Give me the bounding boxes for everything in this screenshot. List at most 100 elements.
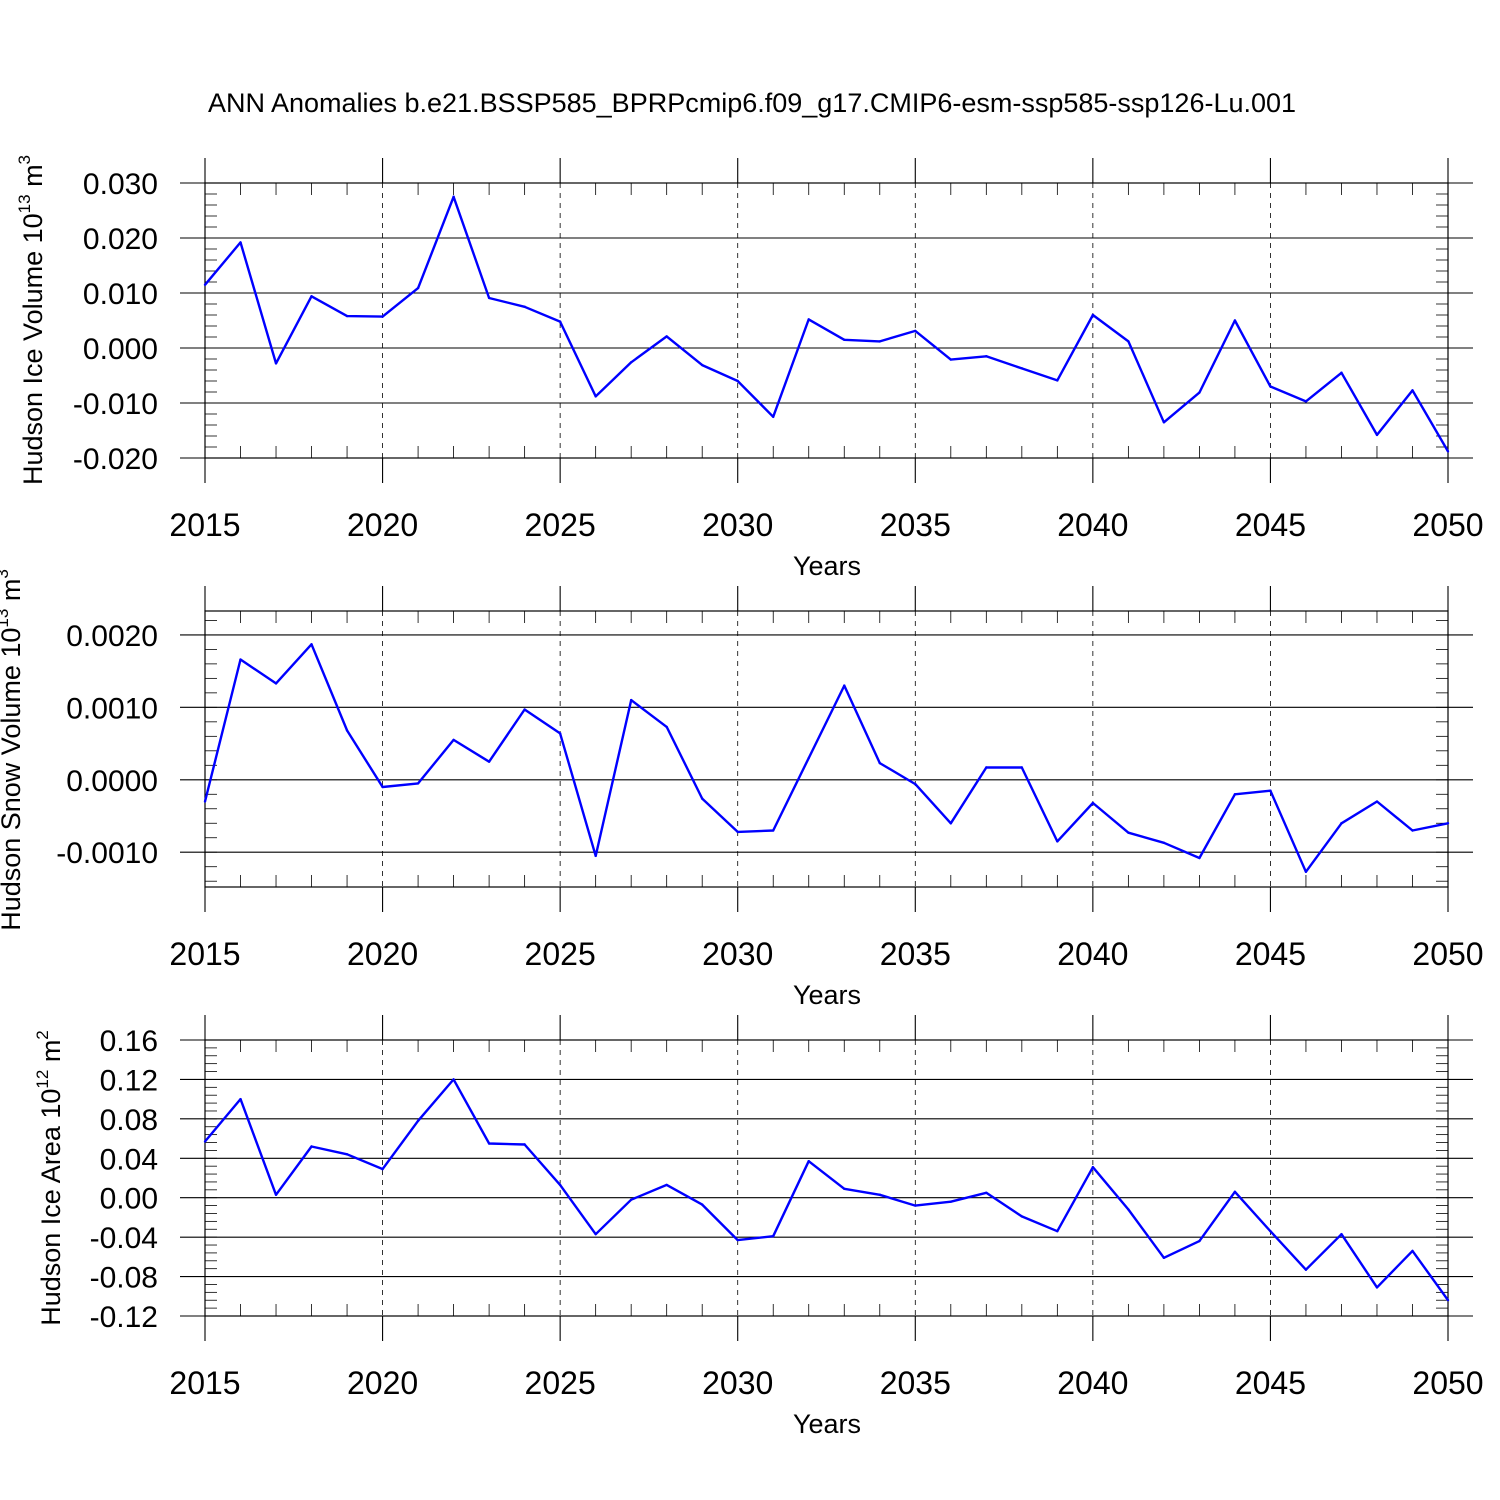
- data-point: [1233, 1190, 1237, 1194]
- data-point: [345, 314, 349, 318]
- data-point: [1162, 841, 1166, 845]
- series-line: [203, 643, 1449, 873]
- data-point: [1198, 856, 1201, 860]
- x-tick-label: 2025: [525, 936, 596, 972]
- series-line: [204, 195, 1450, 453]
- data-point: [1056, 379, 1059, 382]
- data-point: [310, 643, 313, 646]
- y-tick-label: 0.04: [100, 1143, 158, 1176]
- data-point: [345, 1153, 349, 1156]
- data-point: [239, 658, 242, 661]
- y-tick-label: 0.08: [100, 1104, 158, 1137]
- x-axis-label: Years: [793, 980, 861, 1010]
- x-tick-label: 2040: [1057, 1365, 1128, 1401]
- data-point: [1340, 371, 1343, 374]
- data-point: [843, 338, 846, 341]
- data-point: [452, 195, 455, 198]
- x-tick-label: 2030: [702, 1365, 773, 1401]
- data-point: [487, 1142, 491, 1145]
- data-point: [807, 756, 810, 760]
- data-point: [1340, 822, 1343, 825]
- data-point: [523, 708, 526, 711]
- data-point: [772, 1234, 775, 1238]
- data-point: [1091, 801, 1095, 805]
- x-tick-label: 2040: [1057, 507, 1128, 543]
- data-point: [701, 363, 704, 367]
- data-point: [1446, 1299, 1450, 1302]
- x-tick-label: 2025: [525, 1365, 596, 1401]
- data-point: [1411, 389, 1414, 392]
- data-point: [1091, 313, 1095, 317]
- data-point: [1091, 1165, 1095, 1169]
- y-tick-label: 0.010: [83, 278, 158, 311]
- data-point: [345, 729, 349, 732]
- data-point: [1375, 433, 1379, 437]
- data-point: [1127, 1208, 1130, 1211]
- data-point: [1233, 319, 1237, 322]
- data-point: [807, 1160, 810, 1163]
- data-point: [665, 335, 668, 338]
- data-point: [949, 822, 952, 825]
- y-tick-label: 0.12: [100, 1064, 158, 1097]
- data-point: [843, 684, 846, 687]
- data-point: [203, 1140, 207, 1143]
- y-tick-label: 0.0020: [66, 620, 158, 653]
- data-point: [1446, 822, 1450, 825]
- x-tick-label: 2050: [1412, 1365, 1483, 1401]
- x-tick-label: 2015: [169, 507, 240, 543]
- data-point: [1304, 400, 1308, 403]
- data-point: [1269, 789, 1272, 792]
- data-point: [1056, 840, 1059, 843]
- data-point: [274, 1193, 278, 1196]
- data-point: [1020, 1215, 1024, 1218]
- y-tick-label: 0.0010: [66, 692, 158, 725]
- y-tick-label: 0.020: [83, 223, 158, 256]
- data-point: [1411, 1249, 1414, 1253]
- data-point: [1020, 367, 1024, 370]
- data-point: [1162, 1256, 1166, 1260]
- y-tick-label: -0.08: [90, 1262, 158, 1295]
- y-tick-label: -0.04: [90, 1222, 158, 1255]
- data-point: [594, 854, 597, 858]
- y-tick-label: -0.12: [90, 1301, 158, 1334]
- data-point: [381, 1167, 384, 1171]
- data-point: [203, 800, 207, 803]
- data-point: [843, 1187, 846, 1191]
- data-point: [381, 785, 384, 789]
- data-point: [914, 782, 917, 786]
- x-tick-label: 2045: [1235, 507, 1306, 543]
- data-point: [1411, 829, 1414, 832]
- data-point: [807, 318, 810, 321]
- y-tick-label: -0.010: [73, 388, 158, 421]
- panel-hudson-snow-volume: -0.0010 0.0000 0.0010 0.0020 2015 2020 2025 203…: [0, 569, 1484, 1010]
- data-point: [1446, 450, 1450, 453]
- x-tick-label: 2020: [347, 1365, 418, 1401]
- data-point: [1127, 831, 1130, 834]
- y-tick-label: 0.000: [83, 333, 158, 366]
- data-point: [274, 362, 278, 365]
- data-point: [1269, 1230, 1272, 1233]
- y-axis-label: Hudson Ice Volume 1013 m3: [15, 155, 48, 485]
- x-tick-label: 2025: [525, 507, 596, 543]
- data-point: [985, 766, 988, 769]
- data-point: [203, 283, 207, 286]
- data-point: [1304, 1268, 1308, 1271]
- x-tick-label: 2030: [702, 936, 773, 972]
- data-point: [274, 682, 278, 685]
- data-point: [985, 355, 988, 358]
- series-line: [204, 1078, 1449, 1301]
- data-point: [914, 329, 917, 333]
- data-point: [914, 1204, 917, 1207]
- data-point: [1340, 1232, 1343, 1236]
- x-tick-label: 2035: [880, 507, 951, 543]
- y-tick-label: -0.0010: [56, 837, 158, 870]
- x-tick-label: 2015: [169, 1365, 240, 1401]
- data-point: [772, 415, 775, 418]
- x-tick-label: 2035: [880, 1365, 951, 1401]
- data-point: [949, 1200, 952, 1203]
- data-point: [1375, 800, 1379, 803]
- data-point: [1304, 870, 1308, 873]
- y-axis-label: Hudson Snow Volume 1013 m3: [0, 569, 26, 931]
- data-point: [416, 782, 420, 785]
- data-point: [1056, 1230, 1059, 1233]
